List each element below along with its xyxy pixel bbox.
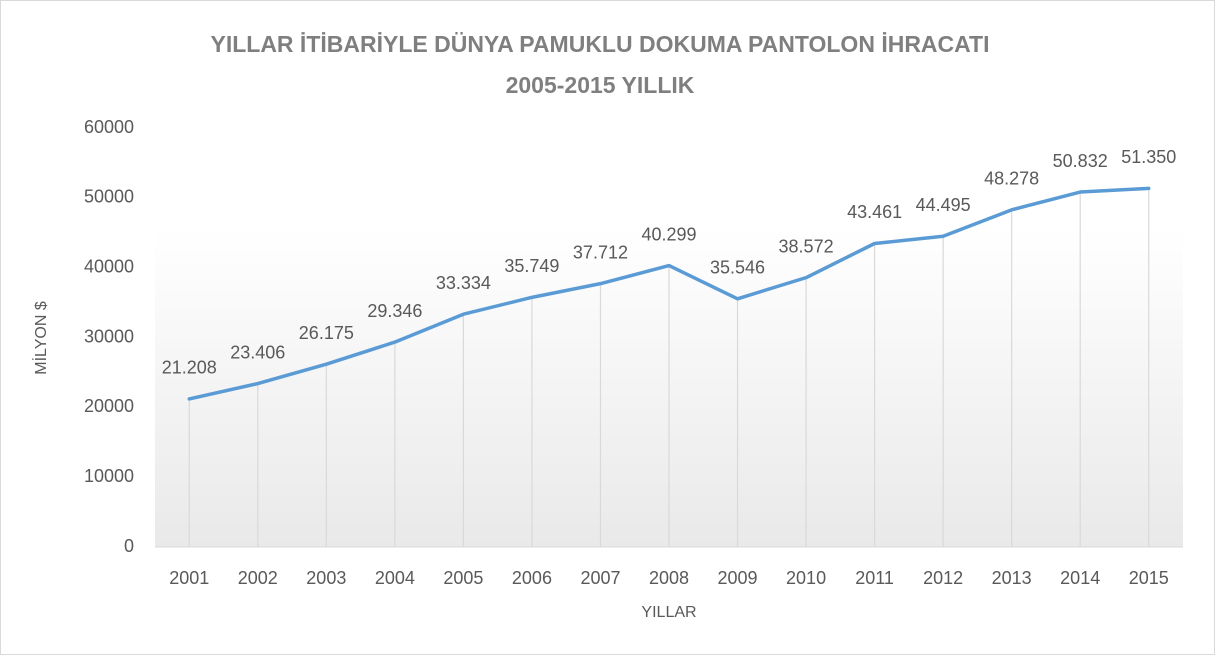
data-label: 29.346 (367, 301, 422, 321)
chart-subtitle: 2005-2015 YILLIK (506, 72, 695, 98)
x-tick-label: 2013 (992, 568, 1032, 588)
data-label: 38.572 (779, 236, 834, 256)
x-tick-label: 2004 (375, 568, 415, 588)
x-tick-label: 2003 (306, 568, 346, 588)
data-label: 37.712 (573, 242, 628, 262)
x-tick-label: 2015 (1129, 568, 1169, 588)
x-tick-label: 2012 (923, 568, 963, 588)
data-label: 35.749 (504, 256, 559, 276)
y-tick-label: 10000 (84, 466, 134, 486)
y-tick-label: 30000 (84, 326, 134, 346)
data-label: 35.546 (710, 258, 765, 278)
y-tick-label: 40000 (84, 256, 134, 276)
y-axis-title: MİLYON $ (31, 301, 50, 375)
x-tick-label: 2014 (1060, 568, 1100, 588)
y-tick-label: 0 (124, 536, 134, 556)
x-tick-label: 2002 (238, 568, 278, 588)
x-tick-label: 2009 (718, 568, 758, 588)
data-label: 23.406 (230, 342, 285, 362)
data-label: 48.278 (984, 169, 1039, 189)
data-label: 21.208 (162, 358, 217, 378)
data-label: 40.299 (641, 224, 696, 244)
data-label: 50.832 (1053, 151, 1108, 171)
chart-title: YILLAR İTİBARİYLE DÜNYA PAMUKLU DOKUMA P… (210, 31, 989, 57)
y-tick-label: 50000 (84, 187, 134, 207)
data-label: 44.495 (916, 195, 971, 215)
x-tick-label: 2008 (649, 568, 689, 588)
data-label: 43.461 (847, 202, 902, 222)
data-label: 33.334 (436, 273, 491, 293)
data-label: 51.350 (1121, 147, 1176, 167)
x-tick-label: 2006 (512, 568, 552, 588)
x-tick-label: 2001 (169, 568, 209, 588)
x-tick-label: 2005 (443, 568, 483, 588)
data-label: 26.175 (299, 323, 354, 343)
y-tick-label: 20000 (84, 396, 134, 416)
series-line (187, 186, 1151, 401)
x-tick-label: 2011 (855, 568, 894, 588)
y-tick-label: 60000 (84, 117, 134, 137)
x-axis-title: YILLAR (641, 604, 696, 621)
x-tick-label: 2007 (580, 568, 620, 588)
x-tick-label: 2010 (786, 568, 826, 588)
